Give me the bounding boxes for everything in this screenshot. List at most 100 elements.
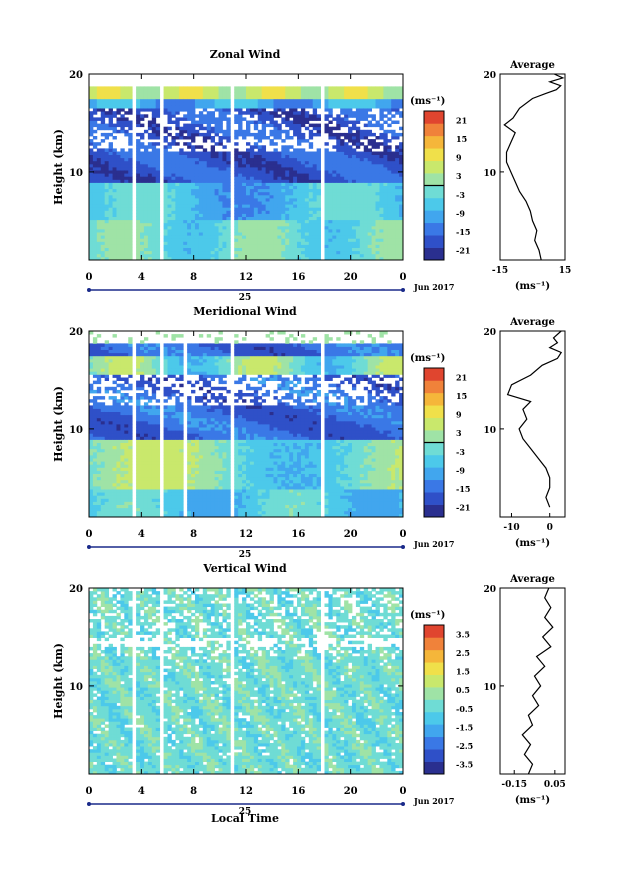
heatmap-cell [155, 92, 161, 97]
heatmap-cell [293, 163, 298, 168]
heatmap-cell [285, 170, 290, 174]
heatmap-cell [194, 179, 200, 183]
heatmap-cell [332, 151, 337, 155]
heatmap-cell [242, 219, 247, 224]
heatmap-cell [151, 405, 157, 409]
heatmap-cell [171, 337, 176, 341]
heatmap-cell [391, 136, 396, 140]
heatmap-cell [143, 185, 149, 190]
heatmap-cell [140, 222, 145, 227]
heatmap-cell [108, 343, 113, 347]
heatmap-cell [202, 95, 208, 100]
heatmap-cell [202, 207, 208, 211]
heatmap-cell [324, 210, 329, 214]
heatmap-cell [92, 482, 98, 487]
heatmap-cell [155, 436, 161, 440]
heatmap-cell [194, 114, 200, 118]
heatmap-cell [214, 191, 219, 196]
heatmap-cell [383, 179, 388, 183]
heatmap-cell [187, 244, 192, 248]
heatmap-cell [155, 377, 161, 381]
heatmap-cell [104, 241, 110, 245]
heatmap-cell [171, 151, 176, 155]
heatmap-cell [151, 396, 157, 400]
heatmap-cell [136, 455, 141, 459]
heatmap-cell [399, 148, 404, 152]
heatmap-cell [265, 176, 270, 180]
heatmap-cell [332, 244, 337, 248]
heatmap-cell [238, 98, 243, 103]
heatmap-cell [226, 256, 231, 261]
heatmap-cell [147, 136, 153, 140]
heatmap-cell [289, 185, 294, 190]
heatmap-cell [179, 98, 184, 103]
heatmap-cell [234, 213, 239, 217]
heatmap-cell [218, 216, 223, 221]
heatmap-cell [112, 219, 117, 224]
heatmap-cell [89, 408, 94, 412]
heatmap-cell [112, 427, 117, 431]
heatmap-cell [222, 136, 227, 140]
heatmap-cell [100, 352, 106, 357]
heatmap-cell [383, 247, 388, 252]
heatmap-cell [363, 201, 369, 205]
heatmap-cell [171, 445, 176, 450]
heatmap-cell [136, 486, 141, 490]
heatmap-cell [120, 386, 125, 391]
heatmap-cell [167, 229, 172, 233]
heatmap-cell [151, 98, 157, 103]
heatmap-cell [375, 182, 380, 186]
heatmap-cell [151, 507, 157, 512]
heatmap-cell [273, 194, 278, 199]
heatmap-cell [140, 167, 145, 171]
heatmap-cell [124, 473, 129, 478]
heatmap-cell [120, 160, 125, 165]
heatmap-cell [147, 408, 153, 412]
heatmap-cell [89, 229, 94, 233]
heatmap-cell [163, 151, 168, 155]
heatmap-cell [234, 105, 239, 109]
heatmap-cell [96, 464, 102, 468]
heatmap-cell [128, 352, 133, 357]
heatmap-cell [367, 244, 373, 248]
heatmap-cell [89, 439, 94, 443]
heatmap-cell [124, 191, 129, 196]
heatmap-cell [332, 235, 337, 239]
heatmap-cell [324, 244, 329, 248]
heatmap-cell [89, 163, 94, 168]
heatmap-cell [140, 448, 145, 453]
heatmap-cell [395, 151, 400, 155]
heatmap-cell [293, 173, 298, 177]
heatmap-cell [96, 424, 102, 428]
heatmap-cell [175, 427, 180, 431]
heatmap-cell [187, 136, 192, 140]
heatmap-cell [379, 123, 384, 128]
heatmap-cell [140, 479, 145, 484]
heatmap-cell [281, 145, 286, 149]
heatmap-cell [300, 247, 306, 252]
heatmap-cell [218, 179, 223, 183]
heatmap-cell [328, 222, 333, 227]
heatmap-cell [175, 448, 180, 453]
heatmap-cell [324, 89, 329, 93]
heatmap-cell [351, 191, 357, 196]
heatmap-cell [340, 176, 345, 180]
heatmap-cell [96, 86, 102, 90]
heatmap-cell [336, 179, 341, 183]
heatmap-cell [179, 247, 184, 252]
heatmap-cell [100, 436, 106, 440]
heatmap-cell [340, 89, 345, 93]
heatmap-cell [175, 191, 180, 196]
heatmap-cell [175, 445, 180, 450]
heatmap-cell [336, 244, 341, 248]
heatmap-cell [128, 433, 133, 437]
heatmap-cell [324, 194, 329, 199]
heatmap-cell [253, 170, 259, 174]
heatmap-cell [348, 250, 353, 255]
heatmap-cell [128, 470, 133, 474]
heatmap-cell [92, 436, 98, 440]
heatmap-cell [234, 188, 239, 193]
heatmap-cell [249, 244, 255, 248]
heatmap-cell [155, 232, 161, 236]
heatmap-cell [179, 222, 184, 227]
